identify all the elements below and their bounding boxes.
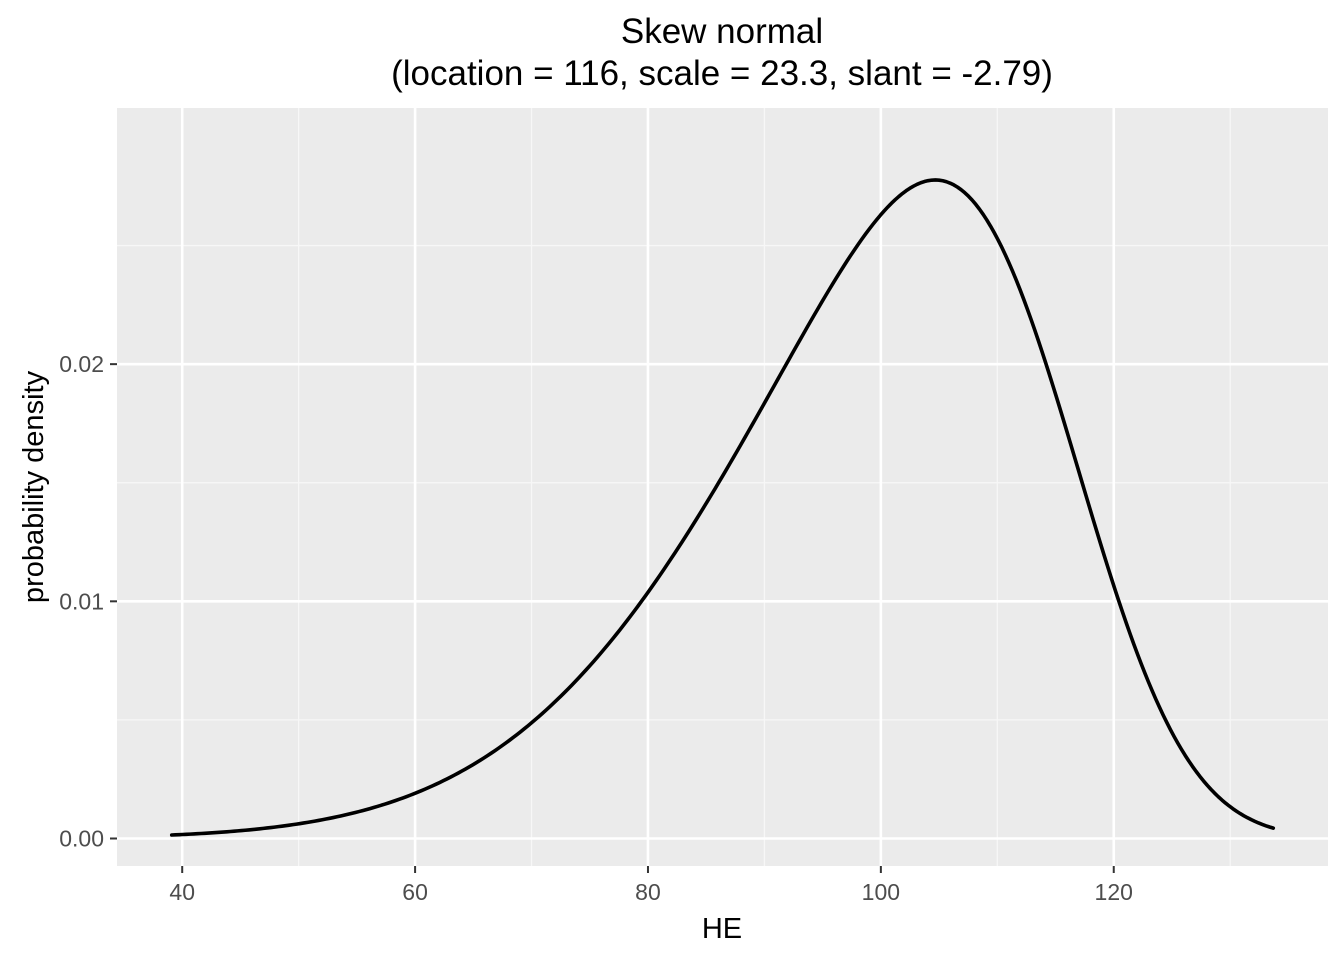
y-axis-title: probability density [18,370,50,603]
x-tick-label: 40 [169,879,195,905]
x-axis-title: HE [702,913,742,945]
y-tick-label: 0.00 [59,825,104,851]
x-axis: 40 60 80 100 120 [169,866,1133,905]
y-tick-label: 0.01 [59,588,104,614]
x-tick-label: 100 [862,879,900,905]
x-tick-label: 120 [1095,879,1133,905]
major-gridlines [117,108,1328,866]
y-tick-label: 0.02 [59,351,104,377]
x-tick-label: 60 [402,879,428,905]
x-tick-label: 80 [635,879,661,905]
chart-subtitle: (location = 116, scale = 23.3, slant = -… [391,54,1053,93]
minor-gridlines [117,108,1328,866]
plot-panel [117,108,1328,866]
y-axis: 0.00 0.01 0.02 [59,351,117,851]
density-curve [169,178,1276,837]
chart-title: Skew normal [621,12,823,51]
